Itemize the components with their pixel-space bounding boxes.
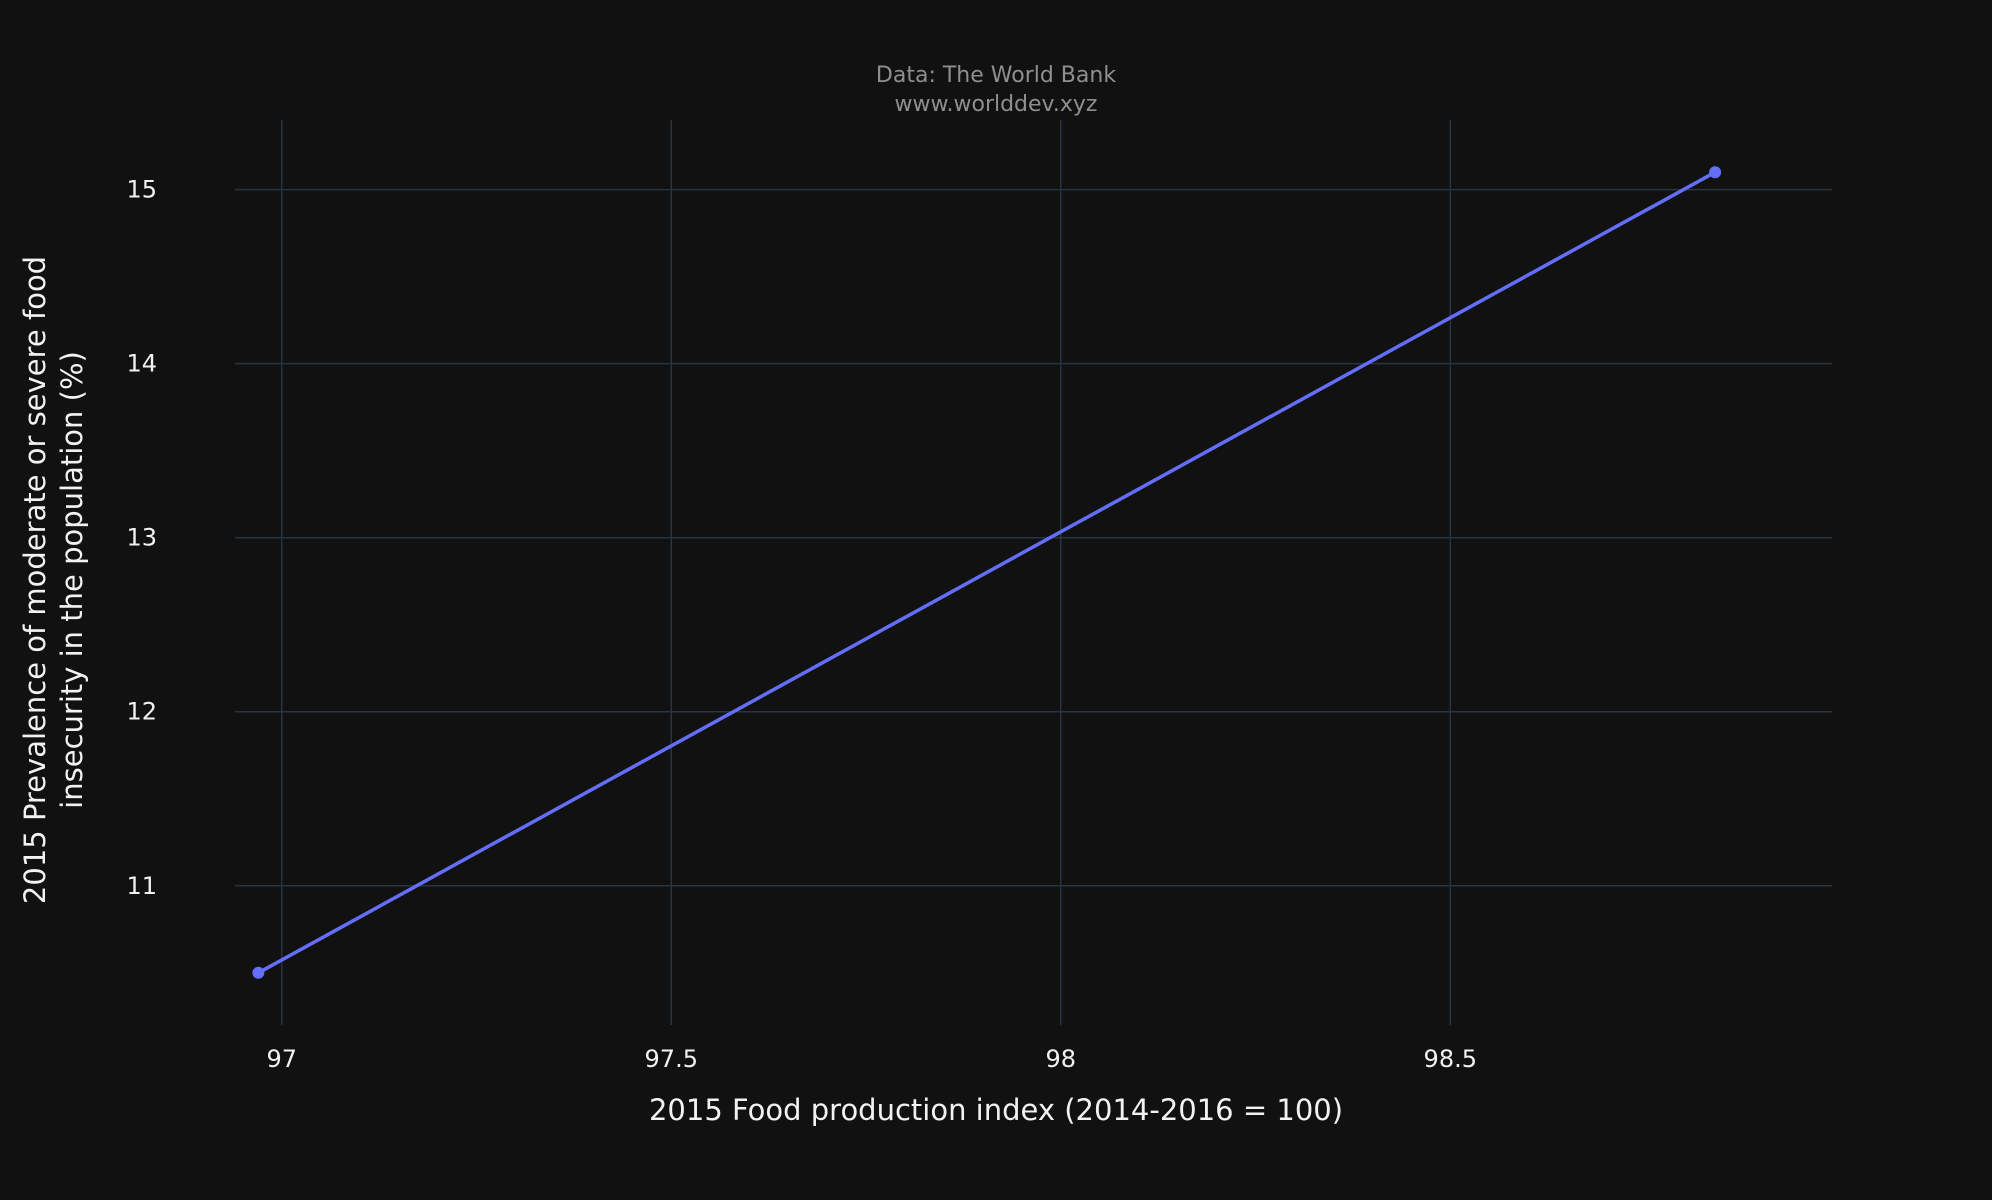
y-tick-label: 11 [126,872,157,900]
x-tick-label: 98 [1045,1045,1076,1073]
x-axis-title: 2015 Food production index (2014-2016 = … [649,1093,1343,1127]
x-tick-label: 97 [266,1045,297,1073]
chart-source-line-1: Data: The World Bank [876,63,1116,88]
y-axis-title: 2015 Prevalence of moderate or severe fo… [18,256,89,904]
y-tick-label: 13 [126,524,157,552]
y-axis-title-line-2: insecurity in the population (%) [55,351,89,809]
series-line [256,170,1717,975]
x-tick-label: 98.5 [1424,1045,1477,1073]
chart-source: Data: The World Bank www.worlddev.xyz [876,63,1116,117]
y-tick-label: 12 [126,698,157,726]
data-point [1709,166,1722,179]
y-axis-title-line-1: 2015 Prevalence of moderate or severe fo… [18,256,52,904]
gridlines [235,120,1832,1025]
tick-labels: 97 97.5 98 98.5 11 12 13 14 15 [126,176,1477,1073]
chart-source-line-2: www.worlddev.xyz [895,92,1098,117]
y-tick-label: 15 [126,176,157,204]
data-point [252,966,265,979]
x-tick-label: 97.5 [645,1045,698,1073]
y-tick-label: 14 [126,350,157,378]
series-layer [252,166,1722,979]
